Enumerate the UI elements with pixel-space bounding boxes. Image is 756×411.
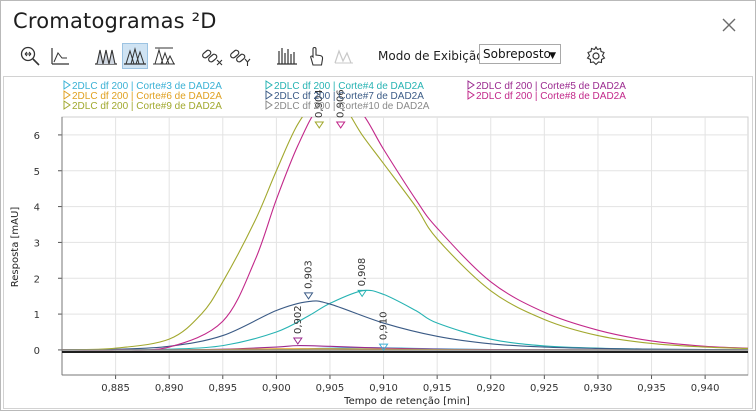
series-line-corte-9 [62, 117, 748, 351]
y-tick-label: 4 [34, 203, 40, 214]
legend-entry[interactable]: 2DLC df 200 | Corte#10 de DAD2A [274, 101, 430, 112]
x-tick-label: 0,925 [530, 383, 559, 394]
window-title: Cromatogramas ²D [13, 9, 217, 33]
legend-marker [467, 80, 475, 90]
plot-area [61, 116, 749, 376]
y-axis-label: Resposta [mAU] [10, 207, 21, 288]
zoom-fit-icon[interactable] [17, 43, 43, 69]
peak-label: 0,903 [304, 260, 315, 289]
toolbar: Modo de Exibição Sobreposto ▼ [1, 41, 755, 71]
legend-entry[interactable]: 2DLC df 200 | Corte#6 de DAD2A [72, 91, 222, 102]
peaks-normalized-icon[interactable] [151, 43, 177, 69]
legend-entry[interactable]: 2DLC df 200 | Corte#8 de DAD2A [476, 91, 626, 102]
peak-shape-icon [331, 43, 357, 69]
peak-label: 0,902 [293, 305, 304, 334]
legend-marker [467, 90, 475, 100]
legend-marker [63, 100, 71, 110]
chevron-down-icon: ▼ [549, 51, 556, 61]
display-mode-value: Sobreposto [483, 47, 551, 61]
peak-label: 0,908 [357, 258, 368, 287]
series-line-corte-8 [62, 117, 748, 351]
peak-label: 0,910 [379, 311, 390, 340]
hand-pointer-icon[interactable] [303, 43, 329, 69]
peak-label: 0,904 [314, 89, 325, 118]
y-tick-label: 6 [34, 131, 40, 142]
x-tick-label: 0,930 [584, 383, 613, 394]
x-tick-label: 0,905 [316, 383, 345, 394]
unlink-x-icon[interactable] [199, 43, 225, 69]
chart-area: 0,885 0,890 0,895 0,900 0,905 0,910 0,915 0,920… [3, 76, 753, 409]
baseline-icon[interactable] [47, 43, 73, 69]
peak-label: 0,906 [336, 89, 347, 118]
close-icon[interactable] [717, 13, 741, 37]
peak-marker[interactable] [378, 343, 389, 352]
legend-marker [265, 80, 273, 90]
legend-entry[interactable]: 2DLC df 200 | Corte#7 de DAD2A [274, 91, 424, 102]
y-tick-label: 0 [34, 346, 40, 357]
x-tick-label: 0,910 [369, 383, 398, 394]
peak-marker[interactable] [314, 121, 325, 129]
y-tick-label: 3 [34, 238, 40, 249]
x-tick-label: 0,920 [476, 383, 505, 394]
legend-entry[interactable]: 2DLC df 200 | Corte#9 de DAD2A [72, 101, 222, 112]
y-tick-label: 1 [34, 310, 40, 321]
unlink-y-icon[interactable] [227, 43, 253, 69]
x-tick-label: 0,885 [101, 383, 130, 394]
legend-entry[interactable]: 2DLC df 200 | Corte#5 de DAD2A [476, 81, 626, 92]
x-tick-label: 0,895 [208, 383, 237, 394]
x-tick-label: 0,915 [423, 383, 452, 394]
x-tick-label: 0,900 [262, 383, 291, 394]
peak-marker[interactable] [292, 337, 303, 345]
spectrum-icon[interactable] [274, 43, 300, 69]
x-tick-label: 0,935 [637, 383, 666, 394]
x-axis-label: Tempo de retenção [min] [343, 396, 470, 407]
peaks-overlay-icon[interactable] [122, 43, 148, 69]
settings-gear-icon[interactable] [583, 43, 609, 69]
legend-marker [63, 90, 71, 100]
legend-entry[interactable]: 2DLC df 200 | Corte#4 de DAD2A [274, 81, 424, 92]
x-tick-label: 0,940 [691, 383, 720, 394]
legend-marker [265, 100, 273, 110]
legend-marker [63, 80, 71, 90]
peak-marker[interactable] [335, 121, 346, 129]
x-tick-label: 0,890 [155, 383, 184, 394]
legend-entry[interactable]: 2DLC df 200 | Corte#3 de DAD2A [72, 81, 222, 92]
peak-marker[interactable] [303, 292, 314, 300]
display-mode-label: Modo de Exibição [378, 49, 484, 63]
display-mode-select[interactable]: Sobreposto ▼ [479, 44, 561, 64]
peaks-stacked-icon[interactable] [93, 43, 119, 69]
y-tick-label: 5 [34, 167, 40, 178]
y-tick-label: 2 [34, 274, 40, 285]
series-line-corte-7 [62, 300, 748, 351]
legend-marker [265, 90, 273, 100]
chromatogram-chart[interactable]: 0,885 0,890 0,895 0,900 0,905 0,910 0,915 0,920… [4, 77, 752, 408]
peak-marker[interactable] [357, 289, 368, 298]
